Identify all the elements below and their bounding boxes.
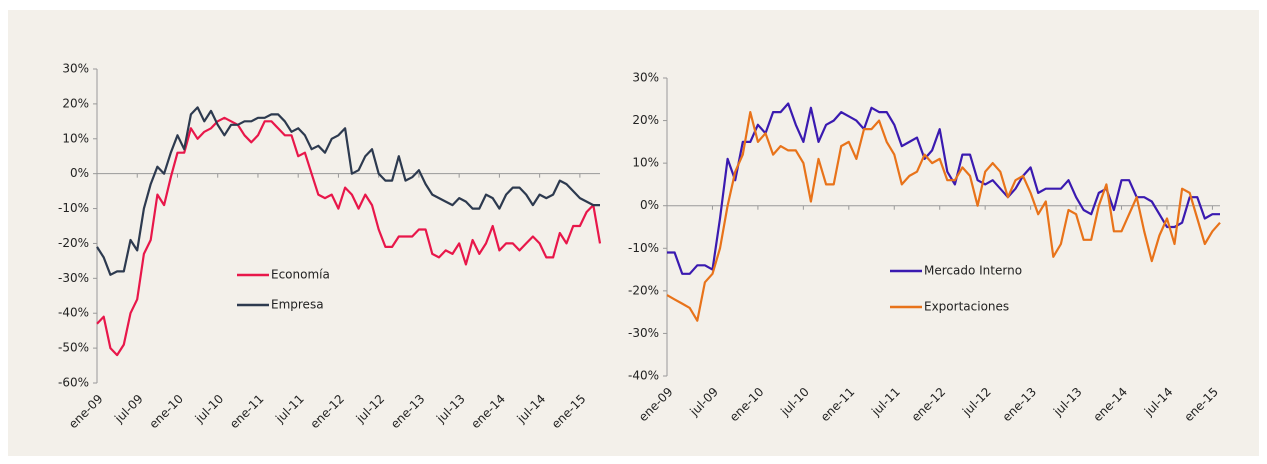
y-tick-label: -30% — [58, 271, 89, 285]
y-tick-label: -10% — [628, 241, 659, 255]
y-tick-label: -40% — [58, 306, 89, 320]
legend-label: Empresa — [271, 298, 324, 312]
y-tick-label: 20% — [62, 96, 89, 110]
y-tick-label: 0% — [640, 198, 659, 212]
y-tick-label: -20% — [628, 283, 659, 297]
series-line — [96, 116, 602, 357]
series-line — [666, 111, 1221, 322]
y-tick-label: 20% — [632, 113, 659, 127]
series-line — [667, 102, 1220, 275]
y-tick-label: -60% — [58, 376, 89, 390]
legend-label: Exportaciones — [924, 300, 1009, 314]
y-tick-label: -30% — [628, 326, 659, 340]
y-tick-label: 30% — [62, 62, 89, 76]
y-tick-label: -20% — [58, 236, 89, 250]
y-tick-label: 10% — [632, 156, 659, 170]
y-tick-label: -10% — [58, 201, 89, 215]
y-tick-label: 0% — [70, 166, 89, 180]
y-tick-label: -50% — [58, 341, 89, 355]
y-tick-label: 10% — [62, 131, 89, 145]
y-tick-label: -40% — [628, 369, 659, 383]
legend-label: Mercado Interno — [924, 264, 1022, 278]
legend-label: Economía — [271, 268, 330, 282]
series-line — [96, 106, 600, 276]
y-tick-label: 30% — [632, 71, 659, 85]
